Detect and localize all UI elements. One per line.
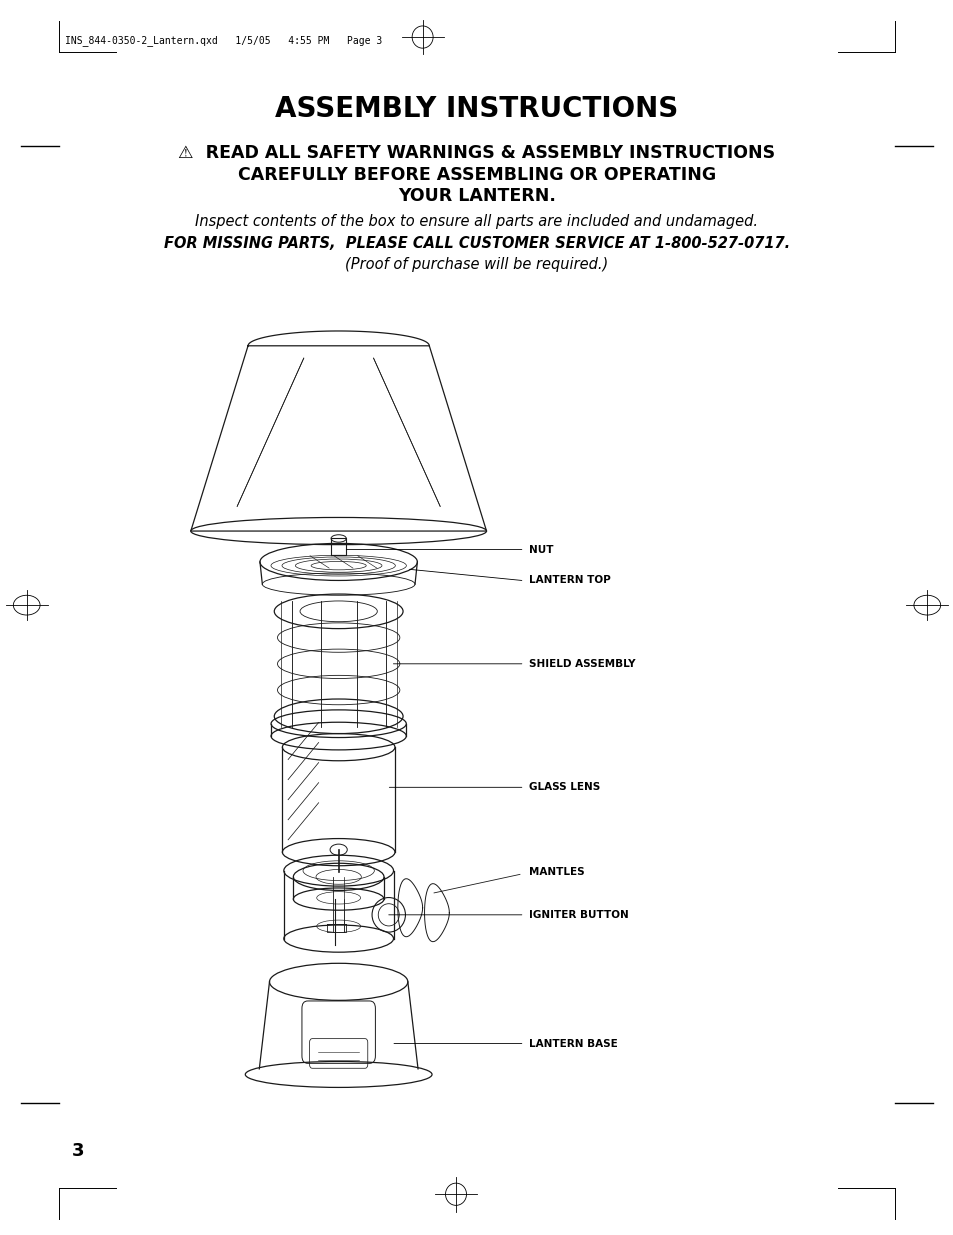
Text: LANTERN BASE: LANTERN BASE bbox=[529, 1039, 618, 1049]
Text: ASSEMBLY INSTRUCTIONS: ASSEMBLY INSTRUCTIONS bbox=[275, 95, 678, 122]
Text: FOR MISSING PARTS,  PLEASE CALL CUSTOMER SERVICE AT 1-800-527-0717.: FOR MISSING PARTS, PLEASE CALL CUSTOMER … bbox=[164, 236, 789, 251]
Text: ⚠  READ ALL SAFETY WARNINGS & ASSEMBLY INSTRUCTIONS: ⚠ READ ALL SAFETY WARNINGS & ASSEMBLY IN… bbox=[178, 144, 775, 162]
Text: Inspect contents of the box to ensure all parts are included and undamaged.: Inspect contents of the box to ensure al… bbox=[195, 214, 758, 228]
Text: LANTERN TOP: LANTERN TOP bbox=[529, 576, 611, 585]
Text: 3: 3 bbox=[71, 1142, 84, 1160]
Text: GLASS LENS: GLASS LENS bbox=[529, 782, 600, 793]
Text: YOUR LANTERN.: YOUR LANTERN. bbox=[397, 188, 556, 205]
Text: CAREFULLY BEFORE ASSEMBLING OR OPERATING: CAREFULLY BEFORE ASSEMBLING OR OPERATING bbox=[237, 167, 716, 184]
Text: NUT: NUT bbox=[529, 545, 554, 555]
Text: IGNITER BUTTON: IGNITER BUTTON bbox=[529, 910, 629, 920]
Text: SHIELD ASSEMBLY: SHIELD ASSEMBLY bbox=[529, 658, 636, 669]
Text: INS_844-0350-2_Lantern.qxd   1/5/05   4:55 PM   Page 3: INS_844-0350-2_Lantern.qxd 1/5/05 4:55 P… bbox=[65, 35, 382, 46]
Text: (Proof of purchase will be required.): (Proof of purchase will be required.) bbox=[345, 257, 608, 272]
Text: MANTLES: MANTLES bbox=[529, 867, 584, 877]
